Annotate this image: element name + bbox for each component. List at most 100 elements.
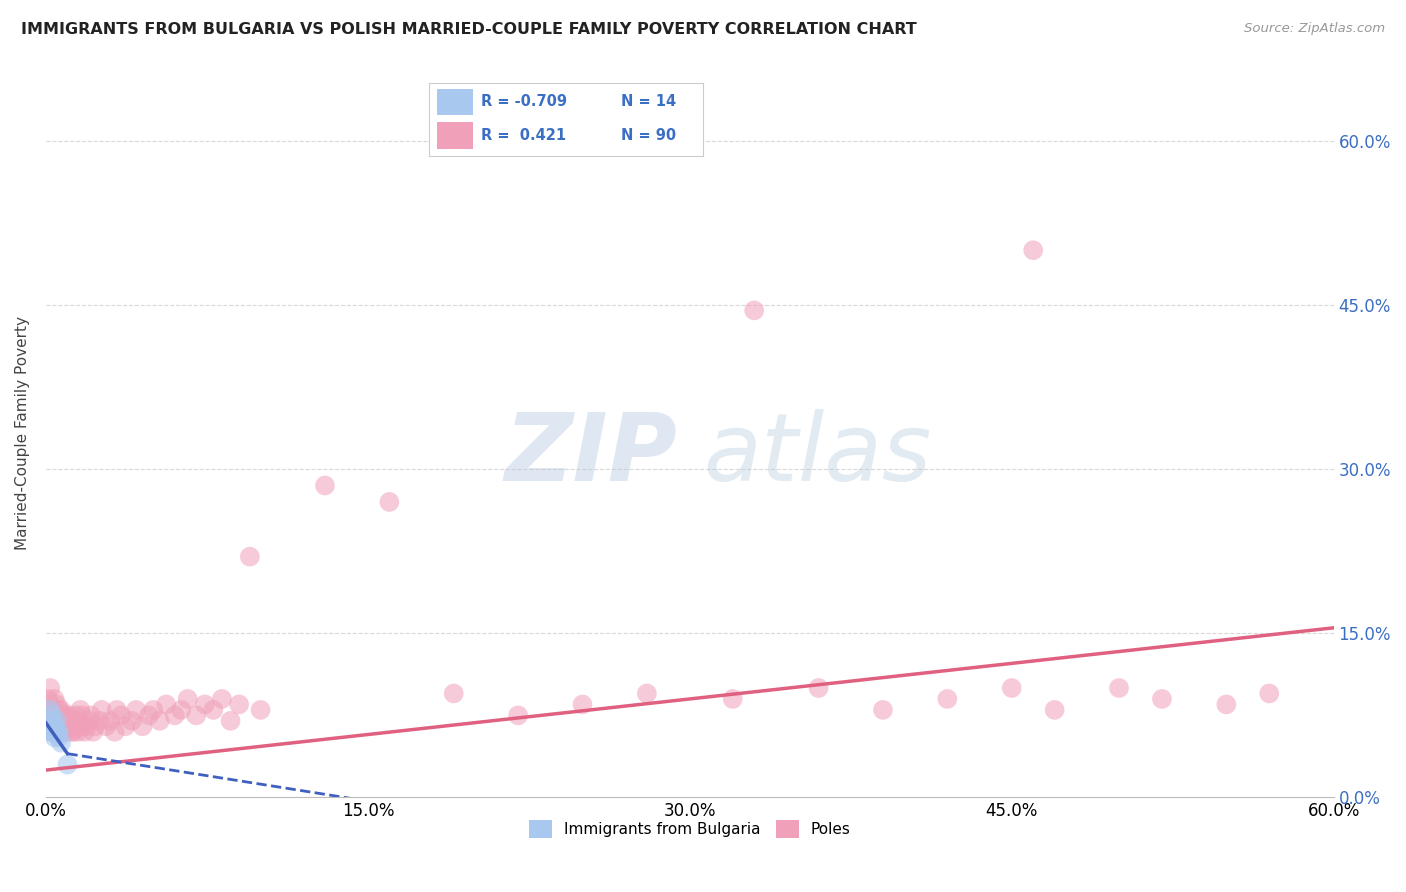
- Point: [48, 731, 70, 745]
- Text: atlas: atlas: [703, 409, 931, 500]
- Point: [39, 698, 62, 712]
- Point: [194, 698, 217, 712]
- Point: [72, 708, 94, 723]
- Point: [63, 724, 86, 739]
- Point: [56, 724, 79, 739]
- Point: [105, 703, 128, 717]
- Point: [104, 724, 127, 739]
- Point: [39, 681, 62, 695]
- Point: [67, 714, 90, 728]
- Point: [65, 708, 87, 723]
- Point: [69, 703, 91, 717]
- Point: [37, 692, 59, 706]
- Point: [114, 719, 136, 733]
- Point: [48, 719, 70, 733]
- Point: [110, 708, 132, 723]
- Point: [636, 686, 658, 700]
- Point: [73, 724, 96, 739]
- Text: Source: ZipAtlas.com: Source: ZipAtlas.com: [1244, 22, 1385, 36]
- Point: [41, 714, 63, 728]
- Point: [155, 698, 177, 712]
- Bar: [437, 122, 472, 149]
- Point: [48, 703, 70, 717]
- Point: [131, 719, 153, 733]
- Point: [378, 495, 401, 509]
- Point: [872, 703, 894, 717]
- Point: [49, 724, 72, 739]
- Point: [76, 719, 98, 733]
- Point: [163, 708, 186, 723]
- Point: [58, 719, 80, 733]
- Point: [443, 686, 465, 700]
- Point: [48, 708, 70, 723]
- Point: [37, 714, 59, 728]
- Point: [80, 708, 103, 723]
- Point: [82, 724, 104, 739]
- Point: [39, 703, 62, 717]
- Point: [44, 719, 66, 733]
- Point: [202, 703, 225, 717]
- Bar: [437, 89, 472, 115]
- Point: [228, 698, 250, 712]
- Point: [1043, 703, 1066, 717]
- Point: [314, 478, 336, 492]
- Point: [41, 724, 63, 739]
- Point: [90, 703, 112, 717]
- Point: [60, 724, 83, 739]
- Point: [142, 703, 165, 717]
- Point: [45, 698, 67, 712]
- Point: [98, 714, 121, 728]
- Point: [219, 714, 242, 728]
- Point: [211, 692, 233, 706]
- Point: [63, 719, 86, 733]
- Y-axis label: Married-Couple Family Poverty: Married-Couple Family Poverty: [15, 316, 30, 550]
- Point: [58, 708, 80, 723]
- Point: [41, 703, 63, 717]
- Point: [170, 703, 193, 717]
- Point: [56, 757, 79, 772]
- Point: [94, 719, 117, 733]
- Point: [49, 703, 72, 717]
- Point: [67, 724, 90, 739]
- Point: [44, 719, 66, 733]
- Point: [125, 703, 148, 717]
- Point: [60, 714, 83, 728]
- Text: N = 90: N = 90: [621, 128, 676, 143]
- Point: [39, 719, 62, 733]
- Point: [48, 724, 70, 739]
- Point: [1022, 243, 1045, 257]
- Point: [52, 724, 75, 739]
- Point: [45, 708, 67, 723]
- Legend: Immigrants from Bulgaria, Poles: Immigrants from Bulgaria, Poles: [523, 814, 856, 845]
- Point: [742, 303, 765, 318]
- Point: [807, 681, 830, 695]
- Point: [89, 714, 111, 728]
- Point: [69, 719, 91, 733]
- Text: R = -0.709: R = -0.709: [481, 95, 567, 109]
- Point: [56, 714, 79, 728]
- Text: R =  0.421: R = 0.421: [481, 128, 567, 143]
- Point: [936, 692, 959, 706]
- Point: [239, 549, 262, 564]
- Text: IMMIGRANTS FROM BULGARIA VS POLISH MARRIED-COUPLE FAMILY POVERTY CORRELATION CHA: IMMIGRANTS FROM BULGARIA VS POLISH MARRI…: [21, 22, 917, 37]
- Point: [41, 708, 63, 723]
- Point: [53, 719, 76, 733]
- Point: [41, 724, 63, 739]
- Point: [53, 708, 76, 723]
- Point: [39, 724, 62, 739]
- Point: [721, 692, 744, 706]
- Point: [176, 692, 198, 706]
- Point: [1150, 692, 1173, 706]
- Text: N = 14: N = 14: [621, 95, 676, 109]
- Point: [1108, 681, 1130, 695]
- Point: [41, 714, 63, 728]
- Point: [45, 724, 67, 739]
- Point: [45, 719, 67, 733]
- Point: [44, 692, 66, 706]
- Point: [138, 708, 160, 723]
- Point: [77, 714, 100, 728]
- Point: [508, 708, 530, 723]
- Point: [571, 698, 593, 712]
- Point: [121, 714, 143, 728]
- Point: [249, 703, 271, 717]
